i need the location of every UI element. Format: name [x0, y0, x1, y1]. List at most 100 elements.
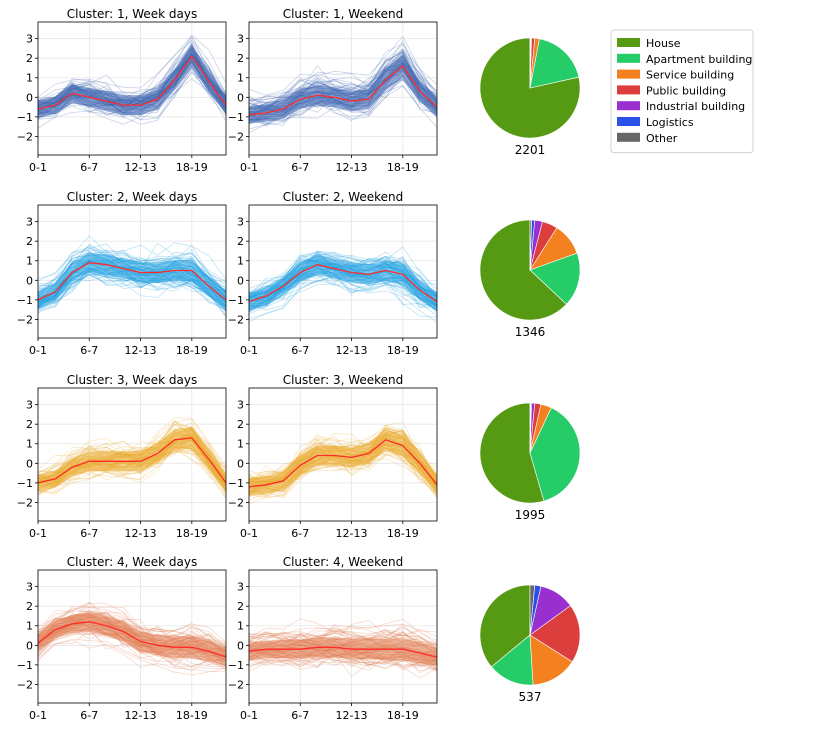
x-tick-label: 0-1 — [240, 527, 258, 540]
line-panel-6: −2 −1 0 1 2 3 0-1 6-7 12-13 18-19 Cluster: 3, Week… — [228, 373, 438, 540]
panel-title: Cluster: 4, Weekend — [283, 555, 404, 569]
legend-label: Other — [646, 132, 678, 145]
profile-trace — [249, 48, 437, 105]
profile-trace — [38, 445, 226, 495]
mean-line — [38, 621, 226, 658]
legend-item-service-building: Service building — [617, 69, 734, 82]
y-tick-label: 0 — [237, 274, 244, 287]
profile-band — [249, 35, 437, 133]
x-tick-label: 0-1 — [240, 161, 258, 174]
y-tick-label: −1 — [228, 477, 244, 490]
panel-title: Cluster: 2, Week days — [67, 190, 198, 204]
profile-trace — [38, 36, 226, 99]
y-tick-label: −1 — [17, 111, 33, 124]
x-tick-label: 12-13 — [125, 344, 157, 357]
panel-title: Cluster: 4, Week days — [67, 555, 198, 569]
profile-trace — [38, 249, 226, 297]
plot-frame — [248, 569, 438, 704]
profile-trace — [249, 653, 437, 671]
profile-band — [38, 34, 226, 129]
line-panel-3: −2 −1 0 1 2 3 0-1 6-7 12-13 18-19 Cluster: 2, Week… — [17, 190, 227, 357]
profile-band — [38, 235, 226, 318]
legend-label: Industrial building — [646, 100, 745, 113]
profile-trace — [249, 246, 437, 290]
profile-trace — [38, 67, 226, 129]
profile-trace — [38, 449, 226, 495]
plot-frame — [37, 569, 227, 704]
legend: House Apartment building Service building P… — [610, 29, 754, 154]
profile-band — [38, 416, 226, 499]
profile-trace — [38, 416, 226, 470]
legend-item-house: House — [617, 37, 681, 50]
pie-chart-4: 537 — [479, 584, 581, 704]
line-panel-7: −2 −1 0 1 2 3 0-1 6-7 12-13 18-19 Cluster: 4, Week… — [17, 555, 227, 722]
plot-frame — [248, 204, 438, 339]
profile-band — [249, 246, 437, 323]
y-tick-label: −1 — [17, 659, 33, 672]
pie-slice-house — [479, 37, 581, 139]
x-tick-label: 12-13 — [336, 344, 368, 357]
pie-slice-house — [479, 219, 567, 321]
profile-band — [249, 618, 437, 679]
legend-item-other: Other — [617, 132, 678, 145]
pie-slice-other — [529, 584, 536, 636]
x-tick-label: 6-7 — [80, 161, 98, 174]
profile-trace — [249, 79, 437, 123]
profile-trace — [249, 453, 437, 499]
profile-trace — [38, 270, 226, 311]
x-tick-label: 6-7 — [291, 527, 309, 540]
legend-item-public-building: Public building — [617, 84, 726, 97]
y-tick-label: 0 — [237, 457, 244, 470]
pie-slice-other — [529, 402, 531, 454]
profile-trace — [38, 610, 226, 646]
profile-core-band — [249, 55, 437, 124]
profile-trace — [249, 623, 437, 653]
y-tick-label: −2 — [17, 313, 33, 326]
x-tick-label: 6-7 — [291, 709, 309, 722]
x-tick-label: 6-7 — [291, 161, 309, 174]
profile-band — [249, 421, 437, 505]
profile-trace — [38, 606, 226, 643]
line-panel-2: −2 −1 0 1 2 3 0-1 6-7 12-13 18-19 Cluster: 1, Week… — [228, 7, 438, 174]
profile-core-band — [38, 253, 226, 310]
x-tick-label: 18-19 — [176, 709, 208, 722]
plot-frame — [248, 21, 438, 156]
pie-slice-apartment-building — [529, 407, 581, 502]
y-tick-label: 0 — [237, 639, 244, 652]
pie-slice-public-building — [529, 605, 581, 663]
line-panel-8: −2 −1 0 1 2 3 0-1 6-7 12-13 18-19 Cluster: 4, Week… — [228, 555, 438, 722]
profile-trace — [38, 249, 226, 282]
pie-chart-2: 1346 — [479, 219, 581, 339]
y-tick-label: 2 — [237, 235, 244, 248]
y-tick-label: 3 — [237, 581, 244, 594]
legend-swatch — [617, 117, 640, 126]
panel-title: Cluster: 1, Week days — [67, 7, 198, 21]
legend-frame — [610, 29, 754, 154]
profile-trace — [249, 623, 437, 635]
profile-trace — [249, 279, 437, 323]
line-panel-1: −2 −1 0 1 2 3 0-1 6-7 12-13 18-19 Cluster: 1, Week… — [17, 7, 227, 174]
y-tick-label: 2 — [26, 418, 33, 431]
plot-frame — [37, 204, 227, 339]
mean-line — [38, 262, 226, 301]
mean-line — [249, 439, 437, 488]
pie-chart-3: 1995 — [479, 402, 581, 522]
x-tick-label: 12-13 — [125, 709, 157, 722]
y-tick-label: 1 — [237, 438, 244, 451]
x-tick-label: 18-19 — [176, 161, 208, 174]
line-panels: −2 −1 0 1 2 3 0-1 6-7 12-13 18-19 Cluster: 1, Week… — [17, 7, 438, 722]
legend-item-industrial-building: Industrial building — [617, 100, 745, 113]
y-tick-label: 0 — [26, 457, 33, 470]
legend-item-logistics: Logistics — [617, 116, 694, 129]
x-tick-label: 6-7 — [80, 344, 98, 357]
profile-trace — [249, 619, 437, 649]
x-tick-label: 6-7 — [80, 527, 98, 540]
line-panel-4: −2 −1 0 1 2 3 0-1 6-7 12-13 18-19 Cluster: 2, Week… — [228, 190, 438, 357]
legend-label: Service building — [646, 69, 734, 82]
y-tick-label: 1 — [237, 255, 244, 268]
panel-title: Cluster: 3, Weekend — [283, 373, 404, 387]
y-tick-label: 1 — [237, 72, 244, 85]
profile-core-band — [249, 254, 437, 311]
line-panel-5: −2 −1 0 1 2 3 0-1 6-7 12-13 18-19 Cluster: 3, Week… — [17, 373, 227, 540]
y-tick-label: −1 — [228, 659, 244, 672]
